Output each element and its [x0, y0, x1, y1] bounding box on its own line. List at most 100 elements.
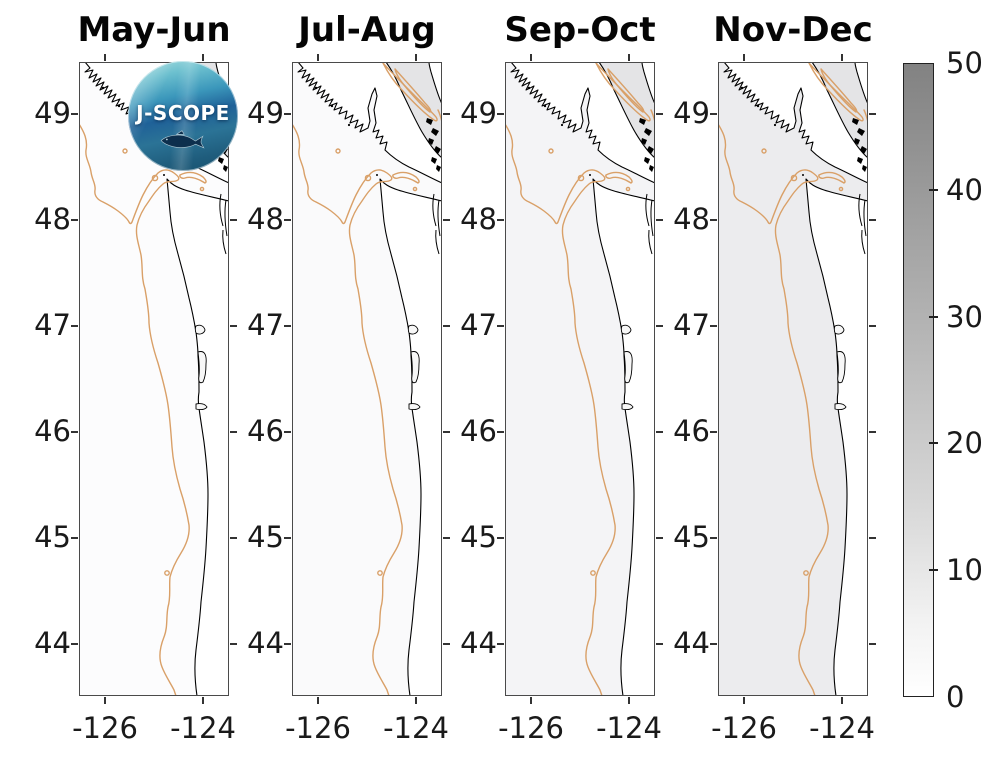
lat-tick-label: 48: [247, 202, 284, 236]
panel-title: Sep-Oct: [504, 10, 656, 50]
lat-tick-mark-left: [710, 537, 717, 539]
lon-tick-mark-bottom: [415, 697, 417, 704]
lat-tick-label: 48: [460, 202, 497, 236]
lat-tick-mark-left: [710, 325, 717, 327]
lon-tick-mark-top: [841, 54, 843, 61]
lat-tick-label: 44: [673, 626, 710, 660]
panel-title: Jul-Aug: [298, 10, 436, 50]
colorbar-tick-mark: [929, 569, 938, 572]
lat-tick-label: 47: [460, 308, 497, 342]
lat-tick-label: 44: [247, 626, 284, 660]
lat-tick-mark-right: [230, 643, 237, 645]
lon-tick-label: -124: [383, 711, 449, 745]
lon-tick-mark-top: [202, 54, 204, 61]
jscope-logo-label: J-SCOPE: [136, 101, 230, 125]
lon-tick-mark-bottom: [743, 697, 745, 704]
panel-title: May-Jun: [77, 10, 231, 50]
lat-tick-label: 49: [247, 96, 284, 130]
lat-tick-mark-left: [284, 325, 291, 327]
coastal-map: [505, 62, 655, 696]
lat-tick-mark-left: [71, 643, 78, 645]
colorbar-tick-label: 40: [946, 172, 983, 207]
lat-tick-mark-left: [710, 643, 717, 645]
lat-tick-mark-right: [656, 643, 663, 645]
lat-tick-mark-left: [284, 643, 291, 645]
lat-tick-label: 47: [34, 308, 71, 342]
lat-tick-mark-left: [497, 431, 504, 433]
lat-tick-mark-left: [284, 537, 291, 539]
lat-tick-mark-left: [284, 431, 291, 433]
lon-tick-label: -126: [285, 711, 351, 745]
lon-tick-mark-top: [317, 54, 319, 61]
lat-tick-mark-right: [656, 325, 663, 327]
lon-tick-mark-bottom: [841, 697, 843, 704]
lat-tick-label: 49: [673, 96, 710, 130]
lat-tick-label: 45: [673, 520, 710, 554]
lat-tick-mark-right: [230, 219, 237, 221]
lat-tick-mark-right: [443, 431, 450, 433]
colorbar-tick-mark: [929, 442, 938, 445]
lat-tick-mark-right: [443, 537, 450, 539]
lat-tick-mark-right: [656, 219, 663, 221]
lat-tick-mark-right: [656, 431, 663, 433]
lon-tick-label: -126: [498, 711, 564, 745]
lat-tick-label: 46: [460, 414, 497, 448]
lon-tick-label: -126: [72, 711, 138, 745]
lat-tick-mark-right: [869, 113, 876, 115]
lat-tick-mark-left: [497, 325, 504, 327]
lat-tick-mark-right: [869, 643, 876, 645]
coastal-map: [79, 62, 229, 696]
lat-tick-mark-right: [869, 537, 876, 539]
lat-tick-label: 44: [34, 626, 71, 660]
panel-sep-oct: Sep-Oct 49 48 47 46 45 44 -126 -124: [460, 10, 663, 743]
lat-tick-mark-left: [710, 113, 717, 115]
lat-tick-mark-left: [71, 431, 78, 433]
lat-tick-mark-left: [284, 219, 291, 221]
lon-tick-mark-bottom: [317, 697, 319, 704]
lat-tick-label: 44: [460, 626, 497, 660]
lat-tick-label: 45: [34, 520, 71, 554]
lat-tick-mark-left: [71, 325, 78, 327]
colorbar-tick-mark: [929, 188, 938, 191]
lat-tick-label: 46: [247, 414, 284, 448]
lat-tick-mark-left: [497, 113, 504, 115]
lon-tick-mark-top: [415, 54, 417, 61]
colorbar: [903, 63, 934, 697]
colorbar-tick-mark: [929, 315, 938, 318]
lat-tick-mark-right: [230, 325, 237, 327]
lat-tick-mark-left: [71, 113, 78, 115]
lat-tick-mark-right: [230, 431, 237, 433]
lat-tick-mark-left: [71, 537, 78, 539]
lon-tick-mark-bottom: [628, 697, 630, 704]
lat-tick-mark-right: [443, 113, 450, 115]
lon-tick-mark-bottom: [202, 697, 204, 704]
jscope-logo: J-SCOPE: [128, 61, 238, 171]
fish-icon: [160, 130, 205, 149]
lat-tick-label: 47: [673, 308, 710, 342]
colorbar-tick-label: 10: [946, 553, 983, 588]
lat-tick-mark-left: [71, 219, 78, 221]
lat-tick-label: 45: [247, 520, 284, 554]
coastal-map: [292, 62, 442, 696]
lon-tick-mark-top: [530, 54, 532, 61]
coastal-map: [718, 62, 868, 696]
lat-tick-mark-right: [869, 431, 876, 433]
lat-tick-label: 46: [673, 414, 710, 448]
lat-tick-mark-right: [656, 113, 663, 115]
lat-tick-label: 46: [34, 414, 71, 448]
panel-title: Nov-Dec: [713, 10, 873, 50]
lon-tick-mark-top: [104, 54, 106, 61]
lat-tick-mark-right: [230, 537, 237, 539]
lat-tick-mark-right: [443, 325, 450, 327]
lon-tick-label: -124: [809, 711, 875, 745]
lat-tick-label: 49: [460, 96, 497, 130]
lon-tick-mark-top: [628, 54, 630, 61]
lat-tick-mark-right: [443, 643, 450, 645]
lon-tick-mark-top: [743, 54, 745, 61]
lat-tick-label: 48: [34, 202, 71, 236]
colorbar-tick-label: 0: [946, 680, 965, 714]
lat-tick-mark-right: [443, 219, 450, 221]
lon-tick-label: -124: [596, 711, 662, 745]
lon-tick-label: -126: [711, 711, 777, 745]
